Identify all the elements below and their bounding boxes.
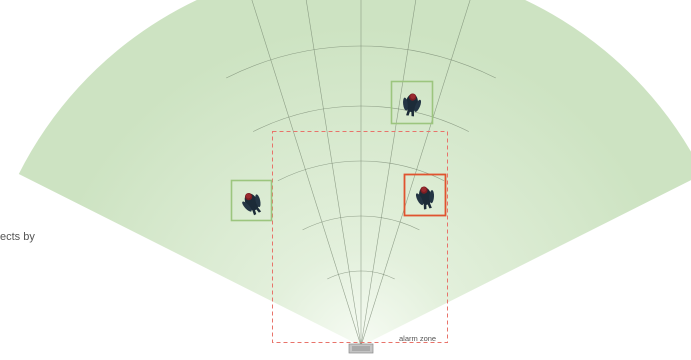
alarm-detection-box [403, 173, 447, 217]
azimuth-line [305, 0, 362, 347]
alarm-zone: alarm zone [272, 131, 448, 343]
alarm-zone-label: alarm zone [399, 334, 436, 343]
azimuth-line [251, 0, 362, 347]
azimuth-line [360, 0, 417, 347]
detection-box [390, 80, 434, 125]
alarm-zone-border [272, 131, 448, 343]
radar-sensor-icon [348, 343, 374, 354]
side-caption-fragment: ects by [0, 231, 35, 243]
detected-person-right [403, 173, 447, 217]
detection-box [230, 179, 273, 222]
azimuth-lines [251, 0, 471, 347]
detected-person-left [230, 179, 273, 222]
detected-person-top [390, 80, 434, 125]
coverage-sector [18, 0, 691, 346]
coverage-field [18, 0, 691, 347]
azimuth-line [360, 0, 471, 347]
